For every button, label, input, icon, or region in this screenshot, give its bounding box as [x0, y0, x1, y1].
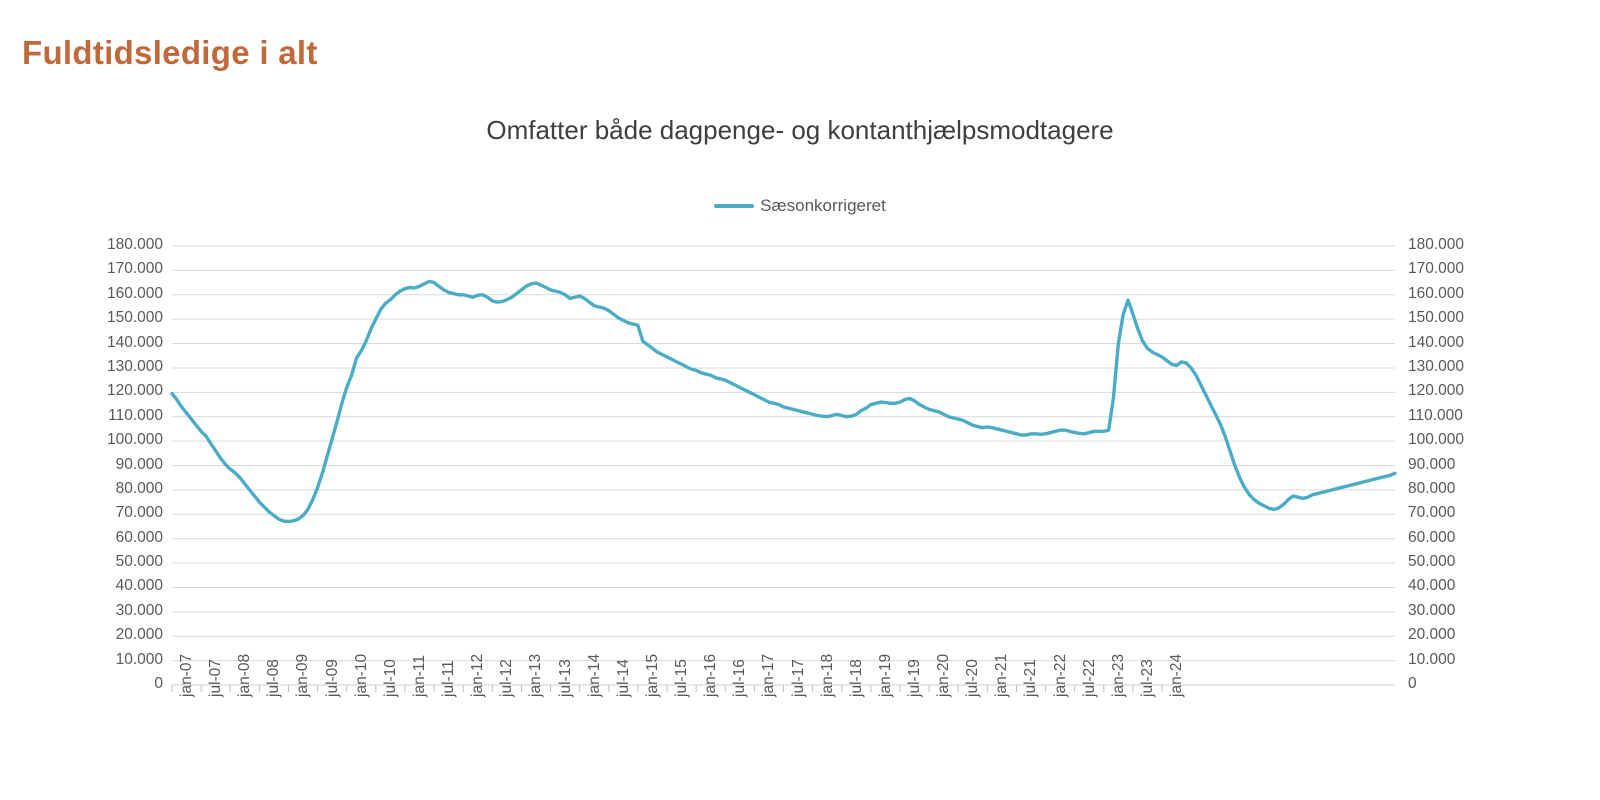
y-axis-tick-label-left: 80.000	[115, 479, 163, 497]
x-axis-tick-label: jan-08	[236, 653, 254, 697]
y-axis-tick-label-left: 60.000	[115, 528, 163, 546]
x-axis-tick-label: jul-16	[731, 659, 749, 697]
x-axis-tick-label: jul-08	[265, 659, 283, 697]
y-axis-tick-label-right: 160.000	[1408, 284, 1465, 302]
page-title: Fuldtidsledige i alt	[22, 34, 318, 71]
x-axis-tick-label: jan-20	[935, 653, 953, 697]
x-axis-tick-label: jan-15	[643, 653, 661, 697]
y-axis-tick-label-left: 0	[154, 675, 163, 692]
x-axis-tick-label: jan-07	[178, 653, 195, 697]
y-axis-tick-label-left: 20.000	[115, 626, 163, 644]
x-axis-tick-label: jan-23	[1109, 653, 1127, 697]
x-axis-tick-label: jul-17	[789, 659, 807, 697]
y-axis-tick-label-right: 100.000	[1408, 431, 1465, 449]
x-axis-tick-label: jan-10	[352, 653, 370, 697]
y-axis-tick-label-left: 70.000	[115, 504, 163, 522]
x-axis-tick-label: jan-14	[585, 653, 603, 697]
y-axis-tick-label-left: 40.000	[115, 577, 163, 595]
y-axis-tick-label-left: 170.000	[106, 260, 163, 278]
legend-line-swatch	[714, 204, 755, 208]
y-axis-tick-label-right: 180.000	[1408, 236, 1465, 253]
y-axis-tick-label-left: 150.000	[106, 309, 163, 327]
legend-label-saesonkorrigeret: Sæsonkorrigeret	[760, 196, 886, 215]
y-axis-tick-label-right: 0	[1408, 675, 1417, 692]
x-axis-tick-label: jan-09	[294, 653, 312, 697]
x-axis-tick-label: jan-24	[1168, 653, 1186, 697]
y-axis-tick-label-right: 20.000	[1408, 626, 1456, 644]
x-axis-tick-label: jul-09	[323, 659, 341, 697]
y-axis-tick-label-left: 10.000	[115, 650, 163, 668]
x-axis-tick-label: jul-21	[1022, 659, 1040, 697]
y-axis-tick-label-right: 10.000	[1408, 650, 1456, 668]
x-axis-tick-label: jul-14	[614, 659, 632, 697]
x-axis-tick-label: jul-15	[673, 659, 691, 697]
x-axis-tick-label: jul-18	[847, 659, 865, 697]
y-axis-tick-label-right: 70.000	[1408, 504, 1456, 522]
axis-tick-marks	[171, 685, 1163, 692]
y-axis-tick-label-right: 80.000	[1408, 479, 1456, 497]
x-axis-tick-label: jul-12	[498, 659, 516, 697]
y-axis-tick-label-right: 30.000	[1408, 601, 1456, 619]
y-axis-tick-label-right: 90.000	[1408, 455, 1456, 473]
x-axis-tick-label: jan-11	[410, 655, 428, 697]
y-axis-tick-label-right: 130.000	[1408, 357, 1465, 375]
x-axis-tick-label: jan-12	[469, 653, 487, 697]
chart-legend: Sæsonkorrigeret	[0, 196, 1600, 216]
y-axis-tick-label-right: 60.000	[1408, 528, 1456, 546]
x-axis-tick-label: jul-22	[1080, 659, 1098, 697]
x-axis-tick-label: jul-07	[207, 659, 225, 697]
y-axis-tick-label-left: 120.000	[106, 382, 163, 400]
x-axis-tick-label: jul-10	[381, 659, 399, 697]
gridlines	[172, 245, 1395, 686]
y-axis-tick-label-left: 90.000	[115, 455, 163, 473]
y-axis-tick-label-left: 130.000	[106, 357, 163, 375]
y-axis-tick-label-left: 100.000	[106, 431, 163, 449]
y-axis-tick-label-right: 40.000	[1408, 577, 1456, 595]
y-axis-tick-label-right: 120.000	[1408, 382, 1465, 400]
chart-subtitle: Omfatter både dagpenge- og kontanthjælps…	[486, 115, 1114, 145]
x-axis-tick-label: jan-19	[876, 653, 894, 697]
y-axis-tick-label-right: 50.000	[1408, 553, 1456, 571]
y-axis-tick-label-left: 50.000	[115, 553, 163, 571]
series-line-saesonkorrigeret	[170, 279, 1397, 524]
x-axis-tick-label: jan-21	[993, 653, 1011, 697]
x-axis-tick-label: jul-20	[964, 659, 982, 697]
x-axis-tick-label: jul-11	[440, 660, 458, 697]
x-axis-tick-label: jan-13	[527, 653, 545, 697]
x-axis-tick-label: jul-23	[1138, 659, 1156, 697]
y-axis-tick-label-left: 160.000	[106, 284, 163, 302]
x-axis-tick-label: jul-19	[905, 659, 923, 697]
y-axis-tick-label-left: 30.000	[115, 601, 163, 619]
x-axis-tick-label: jul-13	[556, 659, 574, 697]
y-axis-tick-label-right: 140.000	[1408, 333, 1465, 351]
x-axis-tick-label: jan-17	[760, 653, 778, 697]
y-axis-tick-label-left: 180.000	[106, 236, 163, 253]
y-axis-tick-label-right: 170.000	[1408, 260, 1465, 278]
y-axis-tick-label-left: 110.000	[108, 406, 163, 424]
x-axis-tick-label: jan-18	[818, 653, 836, 697]
x-axis-tick-label: jan-16	[702, 653, 720, 697]
y-axis-tick-label-right: 150.000	[1408, 309, 1465, 327]
y-axis-tick-label-left: 140.000	[106, 333, 163, 351]
x-axis-tick-label: jan-22	[1051, 653, 1069, 697]
y-axis-tick-label-right: 110.000	[1408, 406, 1463, 424]
